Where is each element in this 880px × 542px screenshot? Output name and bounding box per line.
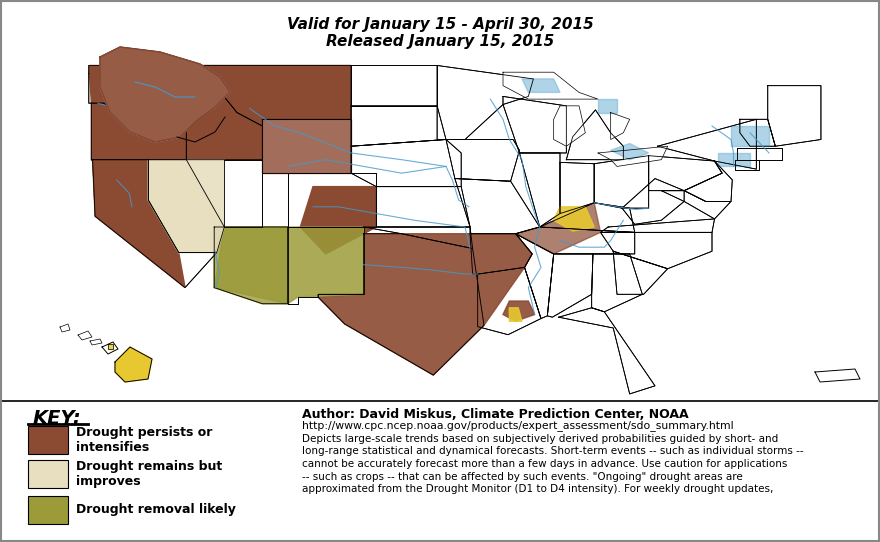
Polygon shape [214, 227, 288, 304]
Text: approximated from the Drought Monitor (D1 to D4 intensity). For weekly drought u: approximated from the Drought Monitor (D… [302, 484, 774, 494]
Text: Valid for January 15 - April 30, 2015: Valid for January 15 - April 30, 2015 [287, 17, 593, 32]
Bar [28, 426, 68, 454]
Polygon shape [470, 234, 532, 274]
Polygon shape [516, 203, 600, 254]
Polygon shape [92, 103, 187, 160]
Polygon shape [288, 227, 363, 304]
Polygon shape [622, 178, 684, 224]
Polygon shape [510, 308, 522, 321]
Polygon shape [684, 161, 732, 202]
Polygon shape [351, 66, 437, 106]
Polygon shape [598, 146, 668, 166]
Polygon shape [115, 347, 152, 382]
Text: Depicts large-scale trends based on subjectively derived probabilities guided by: Depicts large-scale trends based on subj… [302, 434, 778, 444]
Polygon shape [737, 147, 781, 160]
Text: Author: David Miskus, Climate Prediction Center, NOAA: Author: David Miskus, Climate Prediction… [302, 408, 689, 421]
Polygon shape [102, 342, 118, 354]
Polygon shape [90, 339, 102, 345]
Polygon shape [351, 139, 461, 186]
Polygon shape [554, 106, 585, 146]
Polygon shape [600, 219, 715, 233]
Text: cannot be accurately forecast more than a few days in advance. Use caution for a: cannot be accurately forecast more than … [302, 459, 788, 469]
Polygon shape [78, 331, 92, 340]
Polygon shape [214, 227, 288, 304]
Polygon shape [740, 119, 775, 146]
Polygon shape [214, 227, 288, 304]
Polygon shape [547, 254, 593, 317]
Polygon shape [300, 186, 377, 254]
Polygon shape [100, 47, 230, 142]
Polygon shape [567, 110, 623, 160]
Polygon shape [89, 66, 187, 160]
Polygon shape [503, 301, 535, 321]
Text: Drought persists or
intensifies: Drought persists or intensifies [76, 426, 212, 454]
Polygon shape [224, 160, 262, 227]
Text: KEY:: KEY: [33, 409, 82, 428]
Text: -- such as crops -- that can be affected by such events. "Ongoing" drought areas: -- such as crops -- that can be affected… [302, 472, 743, 481]
Polygon shape [100, 47, 230, 142]
Polygon shape [735, 160, 759, 171]
Polygon shape [516, 234, 554, 319]
Polygon shape [149, 200, 224, 253]
Polygon shape [92, 160, 216, 288]
Polygon shape [600, 233, 712, 269]
Polygon shape [718, 153, 750, 166]
Polygon shape [478, 267, 541, 335]
Polygon shape [731, 126, 769, 146]
Polygon shape [539, 203, 634, 233]
Polygon shape [318, 234, 532, 375]
Text: Drought remains but
improves: Drought remains but improves [76, 460, 223, 488]
Polygon shape [363, 227, 473, 249]
Polygon shape [187, 66, 262, 160]
Polygon shape [288, 173, 377, 227]
Polygon shape [611, 144, 649, 160]
Polygon shape [262, 119, 351, 173]
Polygon shape [516, 227, 634, 254]
Polygon shape [559, 308, 655, 394]
Polygon shape [149, 160, 224, 253]
Polygon shape [767, 86, 821, 146]
Polygon shape [437, 66, 533, 139]
Polygon shape [149, 160, 224, 253]
Polygon shape [594, 156, 649, 208]
Text: long-range statistical and dynamical forecasts. Short-term events -- such as ind: long-range statistical and dynamical for… [302, 447, 803, 456]
Polygon shape [503, 72, 598, 99]
Text: http://www.cpc.ncep.noaa.gov/products/expert_assessment/sdo_summary.html: http://www.cpc.ncep.noaa.gov/products/ex… [302, 420, 734, 431]
Polygon shape [318, 234, 484, 375]
Text: Drought removal likely: Drought removal likely [76, 504, 236, 517]
Polygon shape [598, 99, 617, 113]
Polygon shape [262, 119, 351, 173]
Polygon shape [446, 139, 519, 181]
Polygon shape [554, 207, 594, 231]
Polygon shape [199, 66, 351, 126]
Polygon shape [662, 191, 731, 219]
Bar [28, 496, 68, 524]
Polygon shape [199, 66, 351, 126]
Polygon shape [60, 324, 70, 332]
Polygon shape [649, 156, 722, 191]
Polygon shape [92, 160, 185, 288]
Polygon shape [149, 160, 224, 227]
Polygon shape [560, 163, 594, 214]
Polygon shape [351, 106, 446, 146]
Polygon shape [89, 66, 187, 111]
Bar [28, 460, 68, 488]
Polygon shape [657, 119, 756, 169]
Polygon shape [377, 186, 470, 227]
Polygon shape [455, 178, 539, 234]
Polygon shape [522, 79, 560, 92]
Polygon shape [187, 66, 262, 160]
Polygon shape [815, 369, 860, 382]
Polygon shape [214, 227, 363, 304]
Polygon shape [591, 254, 642, 312]
Text: Released January 15, 2015: Released January 15, 2015 [326, 34, 554, 49]
Polygon shape [613, 251, 668, 294]
Polygon shape [108, 344, 113, 349]
Polygon shape [611, 113, 630, 139]
Polygon shape [503, 96, 567, 153]
Polygon shape [519, 153, 560, 227]
